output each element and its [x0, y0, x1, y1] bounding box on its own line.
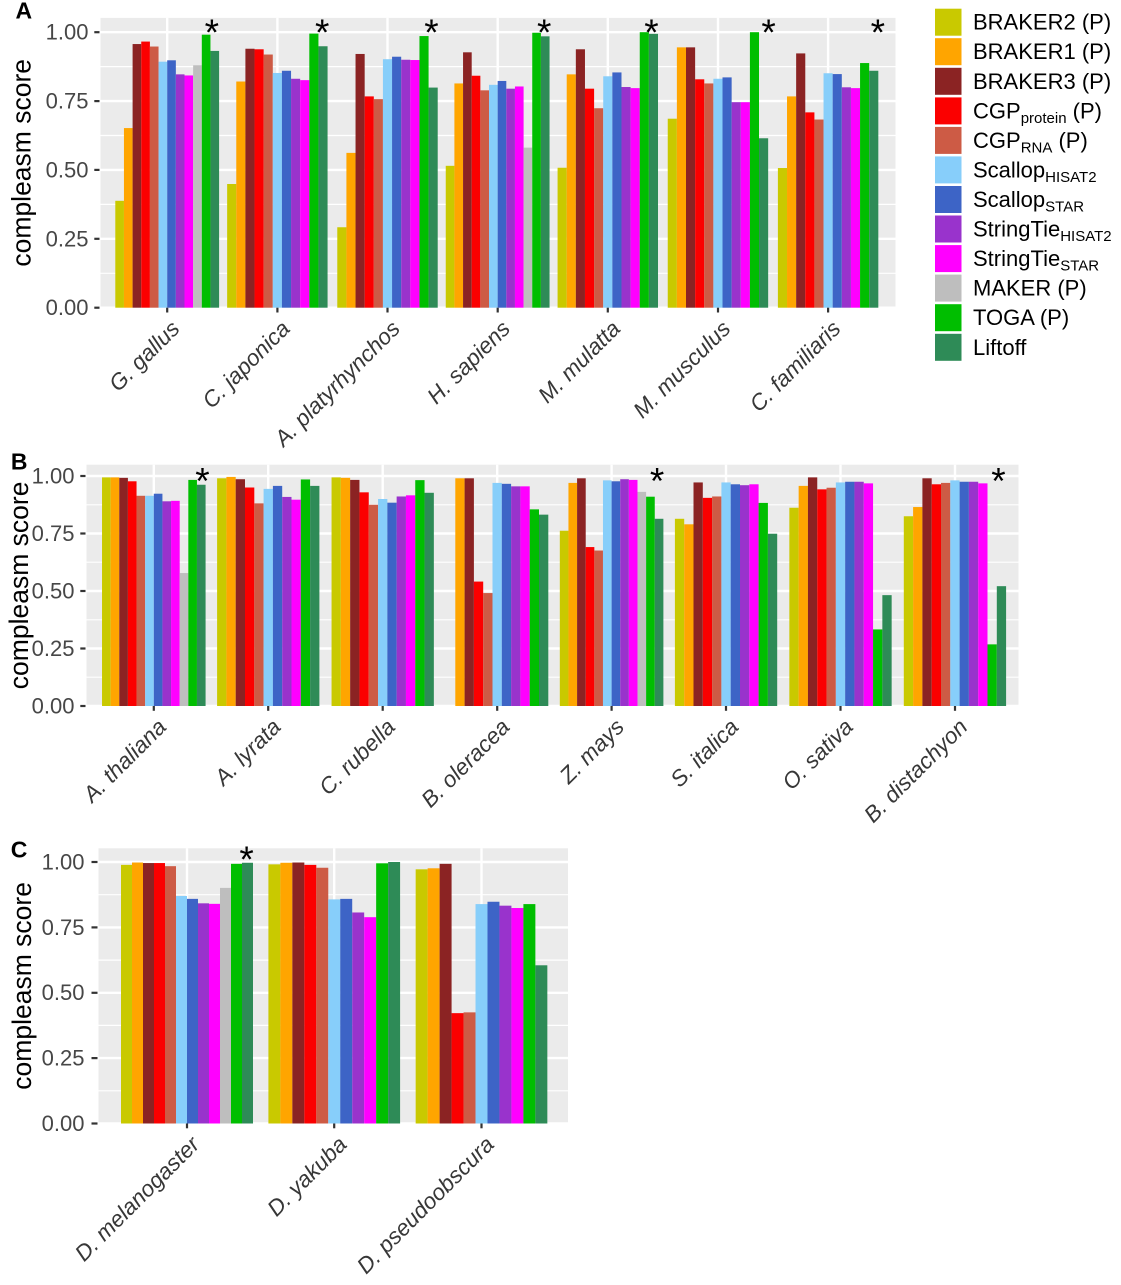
svg-text:*: *	[195, 461, 209, 502]
svg-text:0.25: 0.25	[32, 636, 75, 661]
svg-text:*: *	[644, 12, 658, 53]
svg-text:*: *	[205, 12, 219, 53]
svg-text:0.25: 0.25	[46, 226, 89, 251]
svg-text:compleasm score: compleasm score	[4, 482, 34, 690]
svg-text:0.00: 0.00	[46, 295, 89, 320]
svg-text:compleasm score: compleasm score	[6, 59, 36, 267]
svg-text:*: *	[761, 12, 775, 53]
svg-text:*: *	[650, 461, 664, 502]
svg-text:A: A	[16, 0, 33, 24]
svg-text:*: *	[315, 12, 329, 53]
svg-text:Liftoff: Liftoff	[973, 335, 1027, 360]
svg-text:MAKER (P): MAKER (P)	[973, 276, 1087, 301]
svg-text:C: C	[11, 837, 28, 863]
svg-text:*: *	[537, 12, 551, 53]
svg-text:TOGA (P): TOGA (P)	[973, 305, 1069, 330]
svg-text:BRAKER3 (P): BRAKER3 (P)	[973, 69, 1111, 94]
svg-text:BRAKER2 (P): BRAKER2 (P)	[973, 10, 1111, 35]
svg-text:*: *	[871, 12, 885, 53]
svg-text:0.75: 0.75	[46, 89, 89, 114]
svg-text:0.50: 0.50	[42, 980, 85, 1005]
svg-text:0.25: 0.25	[42, 1046, 85, 1071]
svg-text:BRAKER1 (P): BRAKER1 (P)	[973, 39, 1111, 64]
svg-text:compleasm score: compleasm score	[7, 882, 37, 1090]
svg-text:0.75: 0.75	[32, 521, 75, 546]
svg-text:*: *	[239, 839, 253, 880]
svg-text:0.50: 0.50	[32, 579, 75, 604]
svg-text:0.00: 0.00	[42, 1111, 85, 1136]
svg-text:*: *	[991, 461, 1005, 502]
svg-text:0.00: 0.00	[32, 694, 75, 719]
svg-text:*: *	[424, 12, 438, 53]
svg-text:B: B	[11, 449, 28, 475]
svg-text:0.75: 0.75	[42, 915, 85, 940]
svg-text:ScallopSTAR: ScallopSTAR	[973, 187, 1084, 216]
svg-text:0.50: 0.50	[46, 157, 89, 182]
svg-text:1.00: 1.00	[42, 850, 85, 875]
svg-text:1.00: 1.00	[46, 20, 89, 45]
svg-text:1.00: 1.00	[32, 464, 75, 489]
